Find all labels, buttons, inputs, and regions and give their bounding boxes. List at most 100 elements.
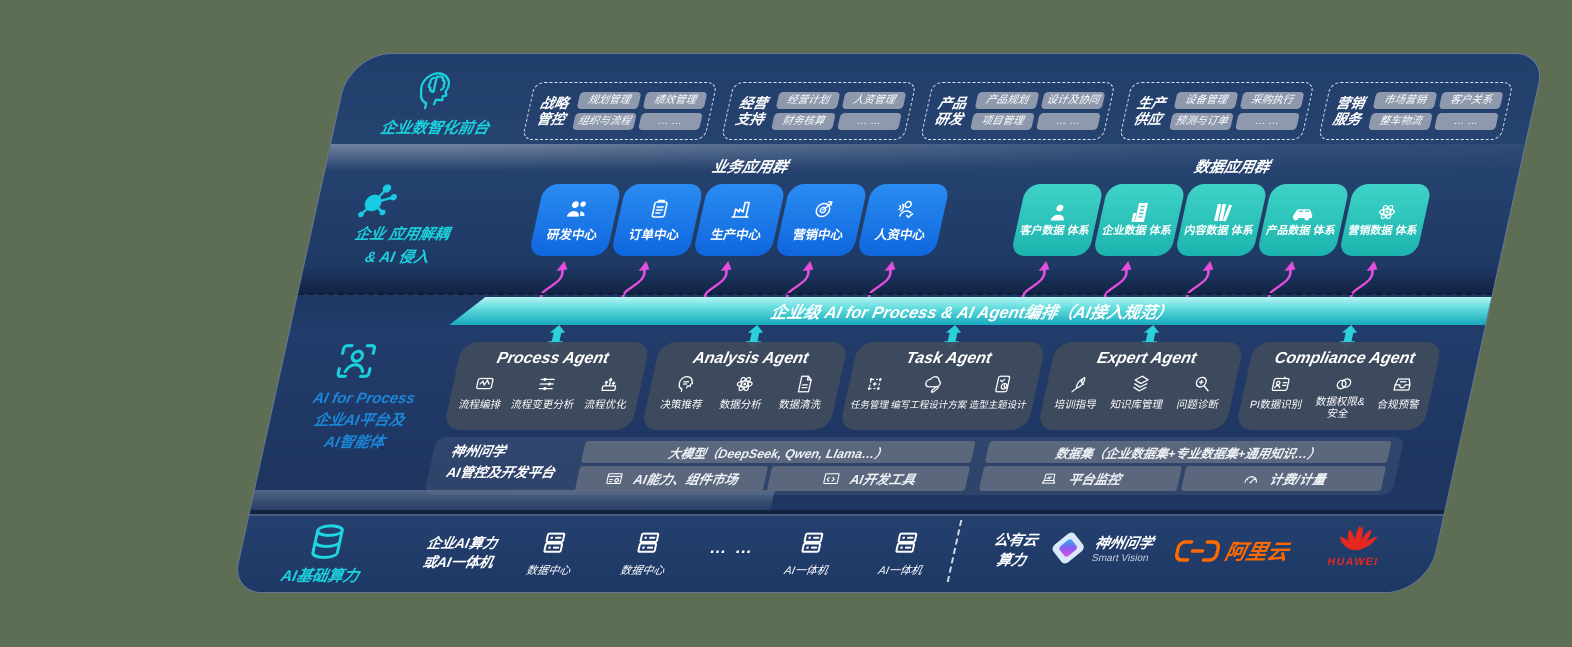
- huawei-name: HUAWEI: [1326, 556, 1380, 568]
- business-box-marketing: 营销中心: [774, 184, 869, 256]
- agent-item-label: 流程变更分析: [509, 399, 576, 411]
- app-layer-label-line1: 企业 应用解耦: [353, 226, 452, 243]
- group-pill: … …: [837, 113, 902, 130]
- data-box-label: 客户数据 体系: [1018, 225, 1091, 238]
- diagnosis-icon: [1195, 376, 1209, 392]
- agent-box-process: Process Agent 流程编排 流程变更分析 流程优化: [443, 342, 651, 430]
- data-box-label: 产品数据 体系: [1264, 225, 1337, 238]
- agent-item-label: 编写工程设计方案: [889, 400, 969, 411]
- group-pills: 产品规划 设计及协同 项目管理 … …: [970, 92, 1106, 130]
- app-layer-label: 企业 应用解耦 & AI 侵入: [315, 224, 485, 269]
- group-title: 产品研发: [933, 94, 969, 127]
- group-pill: … …: [1434, 113, 1499, 130]
- aliyun-name: 阿里云: [1222, 541, 1291, 564]
- group-pills: 市场营销 客户关系 整车物流 … …: [1368, 92, 1504, 130]
- cloud-design-icon: [925, 376, 941, 393]
- business-box-label: 生产中心: [709, 228, 763, 242]
- server-icon: [630, 528, 667, 558]
- books-icon: [1213, 204, 1233, 222]
- infra-layer-label: AI基础算力: [279, 568, 361, 585]
- flow-arrow-magenta: [785, 261, 814, 300]
- group-title: 经营支持: [734, 94, 770, 127]
- front-group-product: 产品研发 产品规划 设计及协同 项目管理 … …: [919, 82, 1116, 140]
- building-icon: [1131, 203, 1148, 223]
- agent-title: Compliance Agent: [1273, 350, 1417, 367]
- data-box-label: 企业数据 体系: [1100, 225, 1173, 238]
- group-pill: … …: [1036, 113, 1101, 130]
- agent-items: 决策推荐 数据分析 数据清洗: [650, 373, 837, 412]
- aliyun-logo: 阿里云: [1172, 536, 1292, 566]
- agent-layer-label-line1: AI for Process: [311, 390, 417, 407]
- flow-arrow-magenta: [1349, 261, 1378, 300]
- knowledge-stack-icon: [1133, 375, 1150, 392]
- business-box-rd: 研发中心: [528, 184, 623, 256]
- agent-box-compliance: Compliance Agent PI数据识别 数据权限& 安全 合规预警: [1235, 342, 1443, 430]
- data-box-product: 产品数据 体系: [1256, 184, 1351, 256]
- data-box-label: 内容数据 体系: [1182, 225, 1255, 238]
- group-pills: 经营计划 人资管理 财务核算 … …: [771, 92, 907, 130]
- atom-icon: [1373, 201, 1402, 223]
- molecule-icon: [358, 184, 397, 218]
- compute-label-line2: 或AI一体机: [421, 553, 495, 570]
- flow-arrow-magenta: [1267, 261, 1296, 300]
- datacenter-node: 数据中心: [514, 528, 591, 578]
- flow-arrow-magenta: [1103, 261, 1132, 300]
- brain-head-icon: [419, 72, 451, 110]
- flow-arrow-magenta: [539, 261, 568, 300]
- model-bar-label: 大模型（DeepSeek, Qwen, Llama…）: [666, 446, 889, 461]
- agent-item-label: 决策推荐: [658, 399, 704, 411]
- group-pill: 设计及协同: [1040, 92, 1106, 109]
- ai-appliance-node: AI一体机: [866, 528, 943, 578]
- optimize-icon: [601, 377, 617, 392]
- front-group-strategy: 战略管控 规划管理 绩效管理 组织与流程 … …: [521, 82, 718, 140]
- agent-item-label: PI数据识别: [1248, 399, 1304, 411]
- data-box-label: 营销数据 体系: [1346, 225, 1419, 238]
- group-pill: 设备管理: [1173, 92, 1239, 109]
- node-label: AI一体机: [877, 565, 924, 577]
- model-bar: 大模型（DeepSeek, Qwen, Llama…）: [580, 441, 976, 463]
- agent-items: 流程编排 流程变更分析 流程优化: [452, 373, 639, 412]
- layer-divider-dashed: [297, 293, 1493, 295]
- agent-item-label: 流程编排: [457, 399, 503, 411]
- smartvision-wordmark: 神州问学 Smart Vision: [1091, 532, 1156, 564]
- decision-head-icon: [678, 376, 694, 392]
- training-icon: [1071, 376, 1086, 393]
- platform-cell-label: AI能力、组件市场: [632, 472, 740, 487]
- group-pill: 绩效管理: [642, 92, 708, 109]
- datacenter-node: 数据中心: [608, 528, 685, 578]
- orchestration-bar-label: 企业级 AI for Process & AI Agent编排（AI接入规范）: [768, 304, 1175, 322]
- compliance-alert-icon: [1393, 378, 1411, 391]
- agent-items: 培训指导 知识库管理 问题诊断: [1046, 373, 1233, 412]
- data-box-enterprise: 企业数据 体系: [1092, 184, 1187, 256]
- app-layer-label-line2: & AI 侵入: [363, 248, 431, 266]
- platform-cell-monitoring: 平台监控: [978, 466, 1183, 491]
- agent-item: 造型主题设计: [968, 373, 1033, 411]
- platform-cell-label: AI开发工具: [848, 472, 917, 487]
- task-grid-icon: [867, 378, 882, 390]
- huawei-logo: HUAWEI: [1310, 520, 1405, 568]
- agent-box-expert: Expert Agent 培训指导 知识库管理 问题诊断: [1037, 342, 1245, 430]
- front-group-supply: 生产供应 设备管理 采购执行 预测与订单 … …: [1118, 82, 1315, 140]
- platform-label-line2: AI管控及开发平台: [445, 464, 557, 480]
- agent-item-label: 知识库管理: [1109, 399, 1165, 411]
- front-layer-label: 企业数智化前台: [378, 120, 492, 137]
- agent-item: 数据清洗: [777, 373, 828, 412]
- agent-items: 任务管理 编写工程设计方案 造型主题设计: [848, 373, 1034, 411]
- agent-item: 问题诊断: [1175, 373, 1226, 412]
- agent-title: Analysis Agent: [691, 350, 811, 367]
- agent-item-label: 培训指导: [1053, 399, 1098, 411]
- doc-clean-icon: [797, 375, 812, 393]
- platform-cell-metering: 计费/计量: [1180, 466, 1387, 491]
- group-pill: 规划管理: [576, 92, 642, 109]
- flow-arrow-magenta: [621, 261, 650, 300]
- node-label: AI一体机: [783, 565, 830, 577]
- agent-item: 知识库管理: [1109, 373, 1170, 412]
- platform-cell-label: 计费/计量: [1268, 472, 1328, 487]
- agent-item-label: 数据权限& 安全: [1314, 396, 1367, 420]
- group-pill: 整车物流: [1368, 113, 1433, 130]
- ellipsis-nodes: … …: [707, 538, 757, 557]
- agent-layer-label-line2: 企业AI平台及: [312, 411, 407, 429]
- business-box-order: 订单中心: [610, 184, 705, 256]
- group-pill: 预测与订单: [1169, 113, 1234, 130]
- platform-label: 神州问学 AI管控及开发平台: [444, 442, 561, 484]
